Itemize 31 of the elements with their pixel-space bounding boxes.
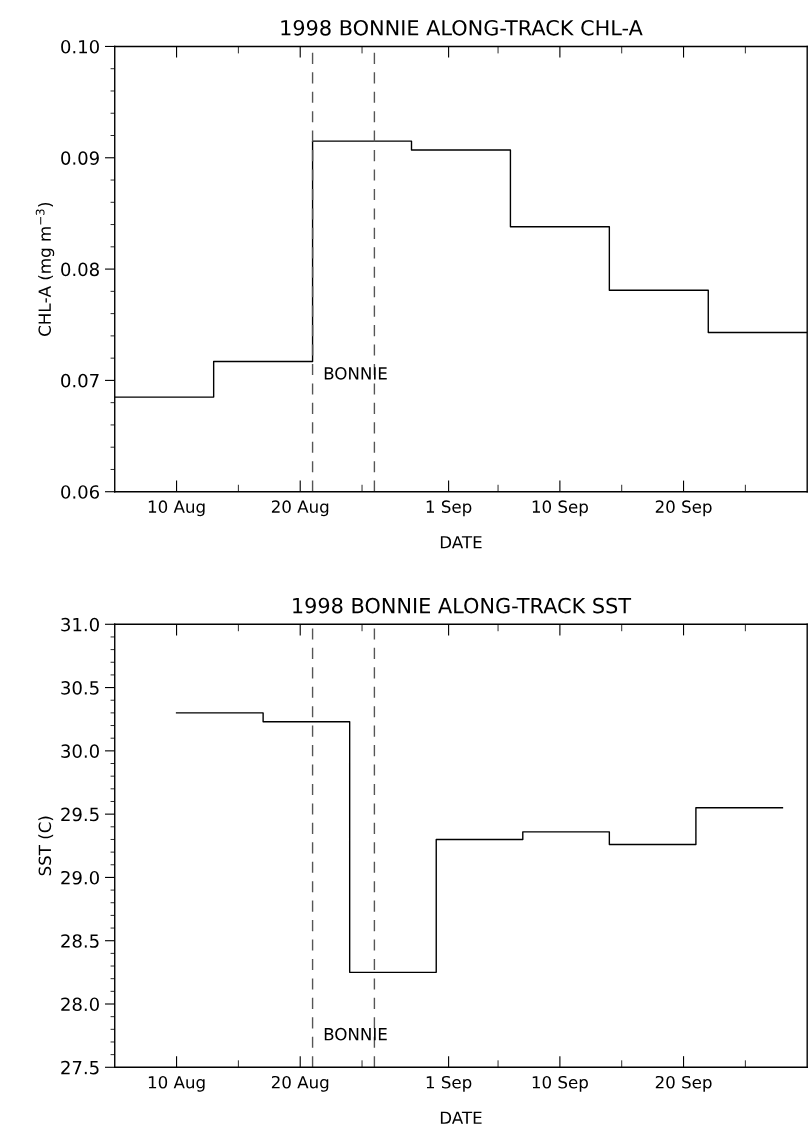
chart-title: 1998 BONNIE ALONG-TRACK CHL-A [281,19,643,36]
y-axis-title: SST (C) [38,816,54,876]
y-tick-label: 0.10 [61,39,99,54]
x-tick-label: 1 Sep [426,500,472,517]
y-axis-title: CHL-A (mg m$^{−3}$) [35,202,55,336]
x-tick-label: 10 Sep [532,500,588,517]
y-tick-label: 30.5 [61,681,99,695]
x-tick-label: 10 Sep [532,1075,588,1092]
x-tick-label: 20 Aug [271,500,329,517]
y-tick-label: 30.0 [61,744,99,758]
y-tick-label: 27.5 [61,1060,99,1075]
annotation: BONNIE [324,1027,387,1041]
x-axis-title: DATE [440,536,482,549]
y-tick-label: 29.0 [61,870,99,885]
annotation: BONNIE [324,367,387,380]
y-tick-label: 0.09 [61,151,99,165]
x-tick-label: 20 Sep [655,1075,712,1092]
y-tick-label: 0.07 [61,373,99,388]
y-tick-label: 28.0 [61,997,99,1012]
y-tick-label: 0.08 [61,262,99,277]
y-tick-label: 28.5 [61,934,99,948]
x-tick-label: 1 Sep [426,1075,472,1092]
x-axis-title: DATE [440,1111,482,1124]
chart-title: 1998 BONNIE ALONG-TRACK SST [293,597,632,614]
y-tick-label: 29.5 [61,807,99,822]
x-tick-label: 10 Aug [148,500,205,517]
x-tick-label: 20 Sep [655,500,712,517]
y-tick-label: 0.06 [61,485,100,499]
x-tick-label: 20 Aug [271,1075,329,1092]
y-tick-label: 31.0 [61,617,99,632]
x-tick-label: 10 Aug [148,1075,205,1092]
